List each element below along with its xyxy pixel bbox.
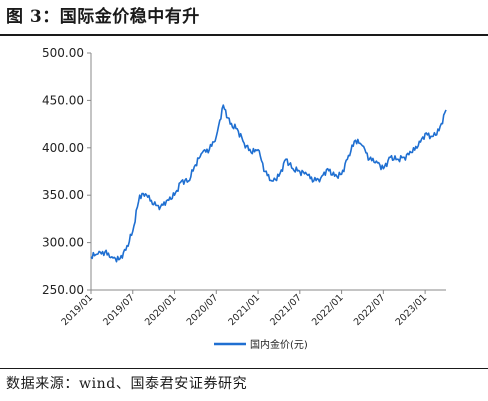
x-tick-label: 2023/01 [394, 292, 430, 328]
x-tick-label: 2022/07 [352, 292, 388, 328]
x-tick-label: 2019/01 [59, 292, 95, 328]
series-line [90, 104, 447, 263]
x-tick-label: 2022/01 [310, 292, 346, 328]
x-tick-label: 2020/01 [143, 292, 179, 328]
x-tick-label: 2021/01 [226, 292, 262, 328]
x-axis: 2019/01 2019/07 2020/01 2020/07 2021/01 2021/… [59, 289, 446, 328]
y-tick-label: 400.00 [42, 141, 84, 155]
figure-title: 图 3：国际金价稳中有升 [6, 7, 200, 27]
y-axis: 250.00 300.00 350.00 400.00 450.00 500.00 [42, 46, 92, 297]
y-tick-label: 350.00 [42, 188, 84, 202]
legend-label: 国内金价(元) [250, 338, 308, 351]
x-tick-label: 2021/07 [268, 292, 304, 328]
line-chart: 250.00 300.00 350.00 400.00 450.00 500.00 201… [42, 46, 447, 351]
x-tick-label: 2019/07 [101, 292, 137, 328]
footer-rule [0, 368, 488, 369]
y-tick-label: 300.00 [42, 236, 84, 250]
plot-area [90, 104, 447, 263]
source-note: 数据来源：wind、国泰君安证券研究 [6, 376, 248, 392]
y-tick-label: 450.00 [42, 93, 84, 107]
title-rule [0, 34, 488, 36]
y-tick-label: 500.00 [42, 46, 84, 60]
y-tick-label: 250.00 [42, 283, 84, 297]
x-tick-label: 2020/07 [185, 292, 221, 328]
legend: 国内金价(元) [214, 338, 308, 351]
